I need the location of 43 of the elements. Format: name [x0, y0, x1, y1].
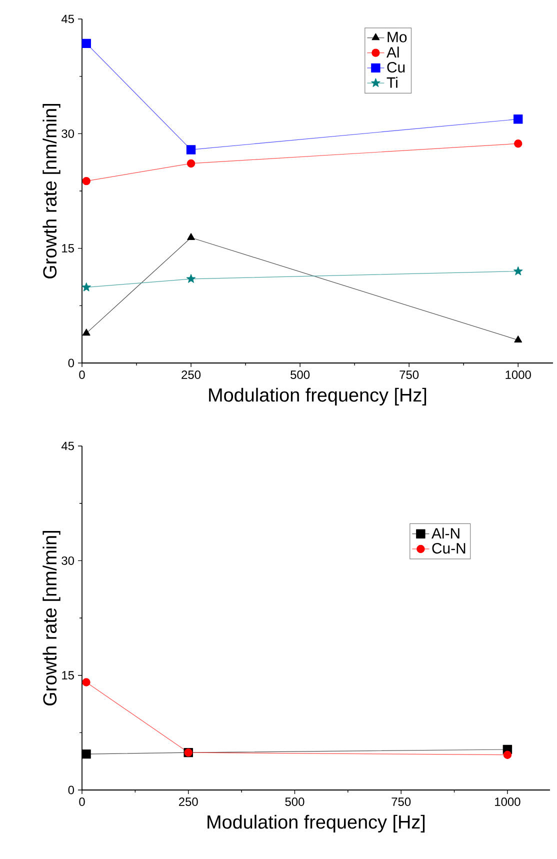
point — [514, 336, 522, 342]
x-tick-label: 0 — [79, 370, 85, 379]
point — [514, 266, 523, 276]
legend-label: Al-N — [432, 528, 460, 539]
y-tick-label: 0 — [68, 786, 74, 794]
point — [503, 750, 512, 759]
y-tick-label: 15 — [62, 244, 74, 252]
y-tick-label: 0 — [68, 358, 74, 368]
point — [82, 176, 90, 186]
x-axis-title: Modulation frequency [Hz] — [208, 814, 425, 832]
point — [82, 749, 91, 759]
point — [82, 38, 91, 48]
x-tick-label: 500 — [290, 370, 310, 379]
x-tick-label: 750 — [392, 798, 411, 806]
x-tick-label: 250 — [178, 798, 198, 806]
legend-label: Cu-N — [432, 543, 466, 554]
point — [187, 233, 195, 240]
point — [186, 145, 196, 154]
legend-label: Cu — [387, 62, 405, 73]
x-axis-title: Modulation frequency [Hz] — [209, 388, 426, 406]
y-axis-title: Growth rate [nm/min] — [42, 531, 60, 706]
x-tick-label: 1000 — [506, 370, 531, 379]
y-tick-label: 45 — [61, 14, 74, 24]
point — [186, 159, 196, 168]
x-tick-label: 750 — [400, 370, 419, 379]
x-tick-label: 1000 — [495, 798, 520, 806]
legend-label: Mo — [388, 32, 407, 42]
point — [514, 140, 522, 148]
y-tick-label: 30 — [62, 556, 74, 565]
y-tick-label: 30 — [62, 129, 74, 138]
x-tick-label: 0 — [79, 798, 85, 806]
point — [82, 678, 90, 686]
x-tick-label: 500 — [285, 798, 304, 806]
y-axis-title: Growth rate [nm/min] — [42, 104, 60, 278]
point — [82, 282, 91, 292]
x-tick-label: 250 — [182, 370, 201, 379]
y-tick-label: 15 — [62, 671, 74, 680]
point — [82, 328, 90, 336]
point — [186, 274, 196, 283]
legend-label: Ti — [386, 76, 398, 88]
y-tick-label: 45 — [61, 442, 74, 450]
point — [514, 114, 523, 124]
legend-label: Al — [386, 46, 399, 58]
